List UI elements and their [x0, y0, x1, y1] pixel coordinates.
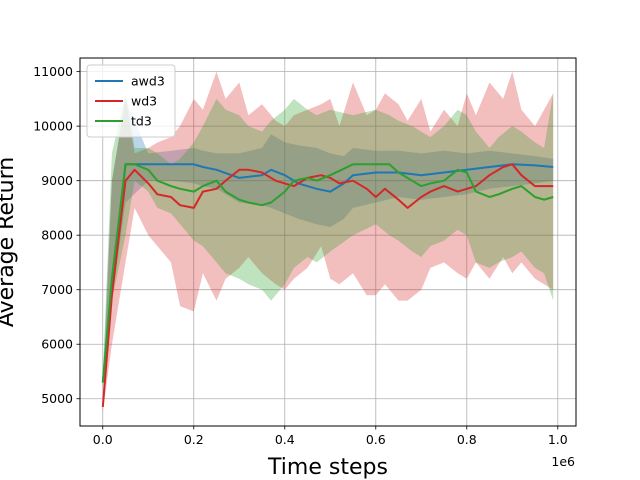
x-tick-label: 1.0	[548, 432, 568, 447]
y-tick-label: 6000	[41, 337, 73, 352]
y-tick-label: 5000	[41, 391, 73, 406]
x-offset-label: 1e6	[551, 454, 575, 469]
x-tick-label: 0.4	[275, 432, 295, 447]
confidence-bands	[102, 71, 554, 413]
plot-frame	[79, 57, 577, 427]
y-tick-label: 7000	[41, 282, 73, 297]
legend-label-td3: td3	[131, 114, 152, 129]
legend-frame	[86, 64, 176, 138]
x-tick-label: 0.0	[93, 432, 113, 447]
x-tick-label: 0.2	[184, 432, 204, 447]
y-tick-label: 10000	[33, 119, 73, 134]
x-tick-label: 0.6	[366, 432, 386, 447]
line-td3	[101, 163, 554, 383]
y-tick-label: 11000	[33, 64, 73, 79]
axis-ticks: 0.0 0.2 0.4 0.6 0.8 1.0 5000 6000 7000 8000 9000 10…	[33, 64, 568, 447]
band-td3	[102, 93, 554, 388]
legend-label-wd3: wd3	[131, 94, 157, 109]
band-wd3	[102, 71, 554, 413]
x-axis-title: Time steps	[267, 455, 388, 480]
y-tick-label: 9000	[41, 173, 73, 188]
line-awd3	[101, 163, 554, 383]
legend-label-awd3: awd3	[131, 74, 165, 89]
band-awd3	[102, 98, 554, 388]
legend: awd3 wd3 td3	[86, 64, 176, 138]
y-axis-title: Average Return	[0, 157, 19, 327]
x-tick-label: 0.8	[457, 432, 477, 447]
y-tick-label: 8000	[41, 228, 73, 243]
series-lines	[101, 163, 554, 407]
